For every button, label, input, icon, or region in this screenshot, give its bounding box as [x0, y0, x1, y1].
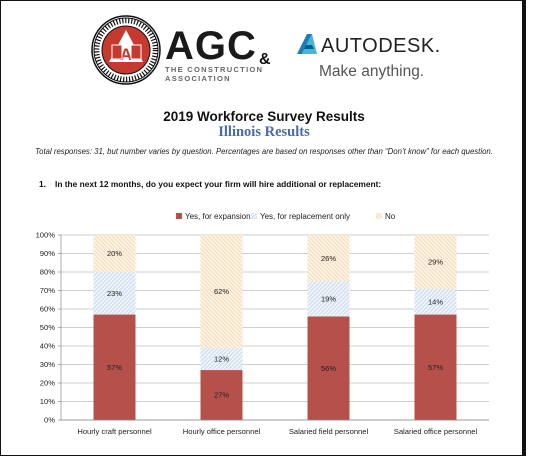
y-tick-label: 80%	[40, 268, 55, 277]
y-axis: 0% 10% 20% 30% 40% 50% 60% 70% 80% 90% 100%	[36, 231, 62, 425]
page-subtitle: Illinois Results	[218, 124, 310, 140]
x-category-label: Salaried field personnel	[289, 427, 369, 436]
responses-note: Total responses: 31, but number varies b…	[35, 147, 493, 156]
legend-swatch-replacement	[251, 213, 257, 219]
bar-expansion	[93, 314, 136, 420]
legend-swatch-expansion	[176, 213, 182, 219]
report-page: A AGC THE CONSTRUCTION ASSOCIATION & AUT…	[0, 0, 526, 456]
autodesk-logo-icon	[297, 34, 317, 54]
autodesk-name: AUTODESK.	[321, 35, 441, 57]
bar-no	[414, 235, 457, 289]
ampersand: &	[259, 51, 271, 68]
x-axis: Hourly craft personnel Hourly office pers…	[61, 419, 489, 436]
data-label-replacement: 19%	[321, 295, 336, 304]
question-number: 1.	[39, 179, 46, 189]
autodesk-tagline: Make anything.	[319, 63, 425, 80]
bar-expansion	[200, 370, 243, 420]
x-category-label: Hourly craft personnel	[77, 427, 152, 436]
bar-no	[93, 235, 136, 272]
bar-replacement	[200, 347, 243, 371]
bar-replacement	[414, 288, 457, 315]
data-label-expansion: 27%	[214, 391, 229, 400]
question-text: In the next 12 months, do you expect you…	[55, 179, 382, 189]
logo-header: A AGC THE CONSTRUCTION ASSOCIATION & AUT…	[1, 9, 527, 99]
y-tick-label: 40%	[40, 342, 55, 351]
agc-name: AGC	[165, 24, 257, 68]
data-label-no: 29%	[428, 258, 443, 267]
bar-expansion	[414, 314, 457, 420]
bar-replacement	[93, 272, 136, 315]
y-tick-label: 30%	[40, 360, 55, 369]
bar-replacement	[307, 281, 350, 317]
data-label-expansion: 57%	[428, 363, 443, 372]
y-tick-label: 90%	[40, 249, 55, 258]
bar-no	[307, 235, 350, 282]
data-label-replacement: 23%	[107, 289, 122, 298]
data-label-no: 62%	[214, 287, 229, 296]
bar-expansion	[307, 316, 350, 420]
data-label-no: 20%	[107, 249, 122, 258]
y-tick-label: 100%	[36, 231, 56, 240]
legend-swatch-no	[376, 213, 382, 219]
data-label-replacement: 14%	[428, 297, 443, 306]
question-1: 1. In the next 12 months, do you expect y…	[39, 179, 381, 189]
y-tick-label: 20%	[40, 379, 55, 388]
y-tick-label: 0%	[44, 416, 55, 425]
legend-label-no: No	[385, 212, 396, 221]
data-label-no: 26%	[321, 254, 336, 263]
y-tick-label: 10%	[40, 397, 55, 406]
bar-no	[200, 235, 243, 348]
data-label-replacement: 12%	[214, 355, 229, 364]
data-label-expansion: 57%	[107, 363, 122, 372]
agc-line1: THE CONSTRUCTION	[165, 65, 264, 74]
agc-line2: ASSOCIATION	[165, 74, 231, 83]
y-tick-label: 70%	[40, 286, 55, 295]
y-tick-label: 50%	[40, 323, 55, 332]
x-category-label: Hourly office personnel	[183, 427, 261, 436]
data-label-expansion: 56%	[321, 364, 336, 373]
legend-label-replacement: Yes, for replacement only	[260, 212, 350, 221]
svg-text:A: A	[120, 45, 132, 64]
chart-legend: Yes, for expansion Yes, for replacement o…	[176, 212, 396, 221]
agc-wordmark: AGC THE CONSTRUCTION ASSOCIATION	[165, 24, 264, 83]
stacked-bar-chart: Yes, for expansion Yes, for replacement o…	[36, 212, 489, 436]
page-title: 2019 Workforce Survey Results	[163, 109, 365, 124]
y-tick-label: 60%	[40, 305, 55, 314]
chart-bars: 57% 23% 20% 27% 12% 62% 56% 19% 26% 57% 14% 29%	[93, 235, 457, 420]
x-category-label: Salaried office personnel	[394, 427, 478, 436]
agc-seal-logo: A	[91, 15, 161, 85]
legend-label-expansion: Yes, for expansion	[185, 212, 251, 221]
